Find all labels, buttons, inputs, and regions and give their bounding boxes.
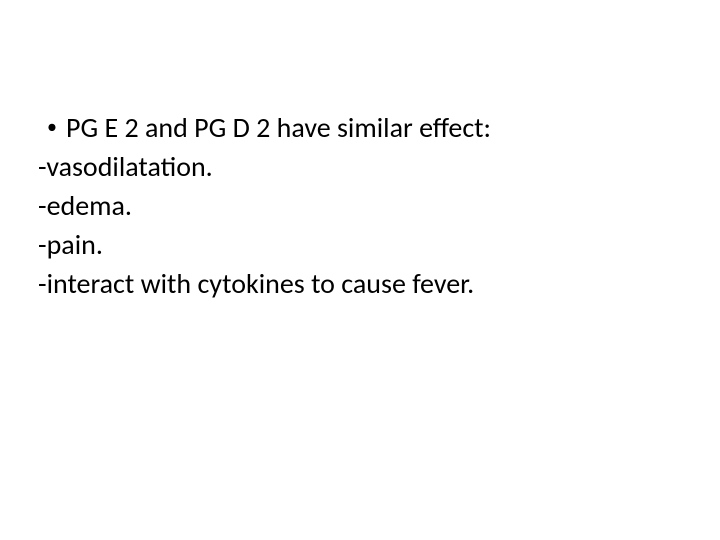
bullet-text: PG E 2 and PG D 2 have similar effect: xyxy=(66,110,491,145)
slide: • PG E 2 and PG D 2 have similar effect:… xyxy=(0,0,720,540)
bullet-line: • PG E 2 and PG D 2 have similar effect: xyxy=(38,110,680,145)
bullet-marker: • xyxy=(38,110,66,145)
text-line: -interact with cytokines to cause fever. xyxy=(38,266,680,301)
text-line: -edema. xyxy=(38,188,680,223)
text-line: -vasodilatation. xyxy=(38,149,680,184)
text-line: -pain. xyxy=(38,227,680,262)
